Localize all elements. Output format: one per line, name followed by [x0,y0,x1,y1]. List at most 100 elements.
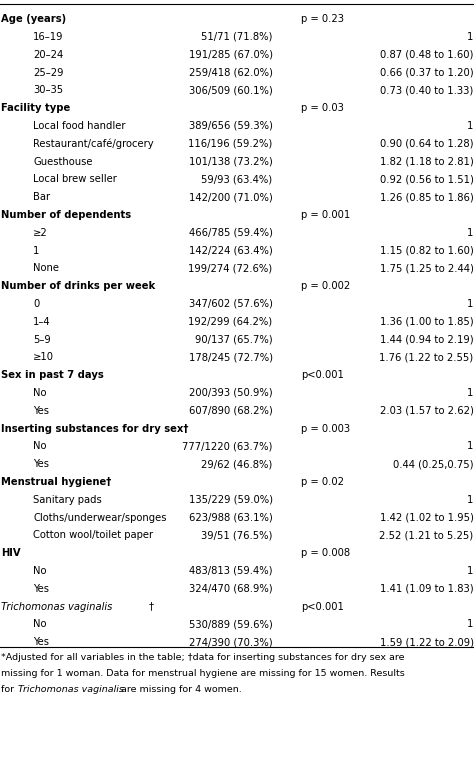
Text: 1.76 (1.22 to 2.55): 1.76 (1.22 to 2.55) [379,352,474,362]
Text: 1: 1 [467,441,474,451]
Text: None: None [33,264,59,274]
Text: ≥10: ≥10 [33,352,54,362]
Text: 142/224 (63.4%): 142/224 (63.4%) [189,245,273,255]
Text: 347/602 (57.6%): 347/602 (57.6%) [189,299,273,309]
Text: No: No [33,566,46,576]
Text: 191/285 (67.0%): 191/285 (67.0%) [189,50,273,59]
Text: 25–29: 25–29 [33,68,64,78]
Text: 0.73 (0.40 to 1.33): 0.73 (0.40 to 1.33) [380,86,474,96]
Text: 389/656 (59.3%): 389/656 (59.3%) [189,121,273,131]
Text: Number of drinks per week: Number of drinks per week [1,281,155,291]
Text: 1.41 (1.09 to 1.83): 1.41 (1.09 to 1.83) [380,584,474,594]
Text: 530/889 (59.6%): 530/889 (59.6%) [189,619,273,629]
Text: ≥2: ≥2 [33,227,48,237]
Text: Trichomonas vaginalis: Trichomonas vaginalis [18,685,124,694]
Text: 483/813 (59.4%): 483/813 (59.4%) [189,566,273,576]
Text: *Adjusted for all variables in the table; †data for inserting substances for dry: *Adjusted for all variables in the table… [1,653,404,662]
Text: 1.36 (1.00 to 1.85): 1.36 (1.00 to 1.85) [380,317,474,327]
Text: 135/229 (59.0%): 135/229 (59.0%) [189,495,273,505]
Text: 0.92 (0.56 to 1.51): 0.92 (0.56 to 1.51) [380,174,474,184]
Text: Local food handler: Local food handler [33,121,126,131]
Text: 116/196 (59.2%): 116/196 (59.2%) [188,139,273,149]
Text: HIV: HIV [1,548,20,558]
Text: 259/418 (62.0%): 259/418 (62.0%) [189,68,273,78]
Text: Trichomonas vaginalis: Trichomonas vaginalis [1,601,112,611]
Text: 192/299 (64.2%): 192/299 (64.2%) [189,317,273,327]
Text: 1.15 (0.82 to 1.60): 1.15 (0.82 to 1.60) [380,245,474,255]
Text: 1: 1 [467,121,474,131]
Text: 1: 1 [467,32,474,42]
Text: 0: 0 [33,299,39,309]
Text: 51/71 (71.8%): 51/71 (71.8%) [201,32,273,42]
Text: Cotton wool/toilet paper: Cotton wool/toilet paper [33,530,153,540]
Text: Restaurant/café/grocery: Restaurant/café/grocery [33,139,154,149]
Text: 1.59 (1.22 to 2.09): 1.59 (1.22 to 2.09) [380,637,474,647]
Text: 20–24: 20–24 [33,50,64,59]
Text: Cloths/underwear/sponges: Cloths/underwear/sponges [33,513,167,523]
Text: Inserting substances for dry sex†: Inserting substances for dry sex† [1,423,188,433]
Text: 1: 1 [467,388,474,398]
Text: 0.90 (0.64 to 1.28): 0.90 (0.64 to 1.28) [380,139,474,149]
Text: 306/509 (60.1%): 306/509 (60.1%) [189,86,273,96]
Text: No: No [33,388,46,398]
Text: Menstrual hygiene†: Menstrual hygiene† [1,477,111,487]
Text: 1.42 (1.02 to 1.95): 1.42 (1.02 to 1.95) [380,513,474,523]
Text: p = 0.008: p = 0.008 [301,548,350,558]
Text: Sex in past 7 days: Sex in past 7 days [1,370,104,380]
Text: 178/245 (72.7%): 178/245 (72.7%) [189,352,273,362]
Text: 90/137 (65.7%): 90/137 (65.7%) [195,335,273,345]
Text: 1.75 (1.25 to 2.44): 1.75 (1.25 to 2.44) [380,264,474,274]
Text: 200/393 (50.9%): 200/393 (50.9%) [189,388,273,398]
Text: Yes: Yes [33,637,49,647]
Text: Yes: Yes [33,584,49,594]
Text: 466/785 (59.4%): 466/785 (59.4%) [189,227,273,237]
Text: 30–35: 30–35 [33,86,64,96]
Text: for: for [1,685,17,694]
Text: 1–4: 1–4 [33,317,51,327]
Text: p = 0.03: p = 0.03 [301,103,344,113]
Text: Bar: Bar [33,192,50,202]
Text: 1: 1 [467,299,474,309]
Text: 607/890 (68.2%): 607/890 (68.2%) [189,406,273,416]
Text: 1: 1 [33,245,39,255]
Text: 0.87 (0.48 to 1.60): 0.87 (0.48 to 1.60) [380,50,474,59]
Text: Age (years): Age (years) [1,14,66,24]
Text: Sanitary pads: Sanitary pads [33,495,102,505]
Text: are missing for 4 women.: are missing for 4 women. [118,685,242,694]
Text: p<0.001: p<0.001 [301,370,344,380]
Text: 2.03 (1.57 to 2.62): 2.03 (1.57 to 2.62) [380,406,474,416]
Text: p = 0.001: p = 0.001 [301,210,350,220]
Text: 1.44 (0.94 to 2.19): 1.44 (0.94 to 2.19) [380,335,474,345]
Text: Number of dependents: Number of dependents [1,210,131,220]
Text: Facility type: Facility type [1,103,70,113]
Text: p = 0.23: p = 0.23 [301,14,344,24]
Text: 777/1220 (63.7%): 777/1220 (63.7%) [182,441,273,451]
Text: 1: 1 [467,566,474,576]
Text: 101/138 (73.2%): 101/138 (73.2%) [189,157,273,167]
Text: 29/62 (46.8%): 29/62 (46.8%) [201,459,273,469]
Text: 142/200 (71.0%): 142/200 (71.0%) [189,192,273,202]
Text: †: † [149,601,154,611]
Text: p = 0.02: p = 0.02 [301,477,344,487]
Text: 2.52 (1.21 to 5.25): 2.52 (1.21 to 5.25) [379,530,474,540]
Text: Local brew seller: Local brew seller [33,174,117,184]
Text: 59/93 (63.4%): 59/93 (63.4%) [201,174,273,184]
Text: No: No [33,441,46,451]
Text: p = 0.002: p = 0.002 [301,281,350,291]
Text: 39/51 (76.5%): 39/51 (76.5%) [201,530,273,540]
Text: 1: 1 [467,495,474,505]
Text: 0.66 (0.37 to 1.20): 0.66 (0.37 to 1.20) [380,68,474,78]
Text: 1.82 (1.18 to 2.81): 1.82 (1.18 to 2.81) [380,157,474,167]
Text: 1: 1 [467,619,474,629]
Text: Yes: Yes [33,459,49,469]
Text: p<0.001: p<0.001 [301,601,344,611]
Text: No: No [33,619,46,629]
Text: Yes: Yes [33,406,49,416]
Text: 1.26 (0.85 to 1.86): 1.26 (0.85 to 1.86) [380,192,474,202]
Text: p = 0.003: p = 0.003 [301,423,350,433]
Text: missing for 1 woman. Data for menstrual hygiene are missing for 15 women. Result: missing for 1 woman. Data for menstrual … [1,668,405,678]
Text: 16–19: 16–19 [33,32,64,42]
Text: Guesthouse: Guesthouse [33,157,93,167]
Text: 324/470 (68.9%): 324/470 (68.9%) [189,584,273,594]
Text: 199/274 (72.6%): 199/274 (72.6%) [189,264,273,274]
